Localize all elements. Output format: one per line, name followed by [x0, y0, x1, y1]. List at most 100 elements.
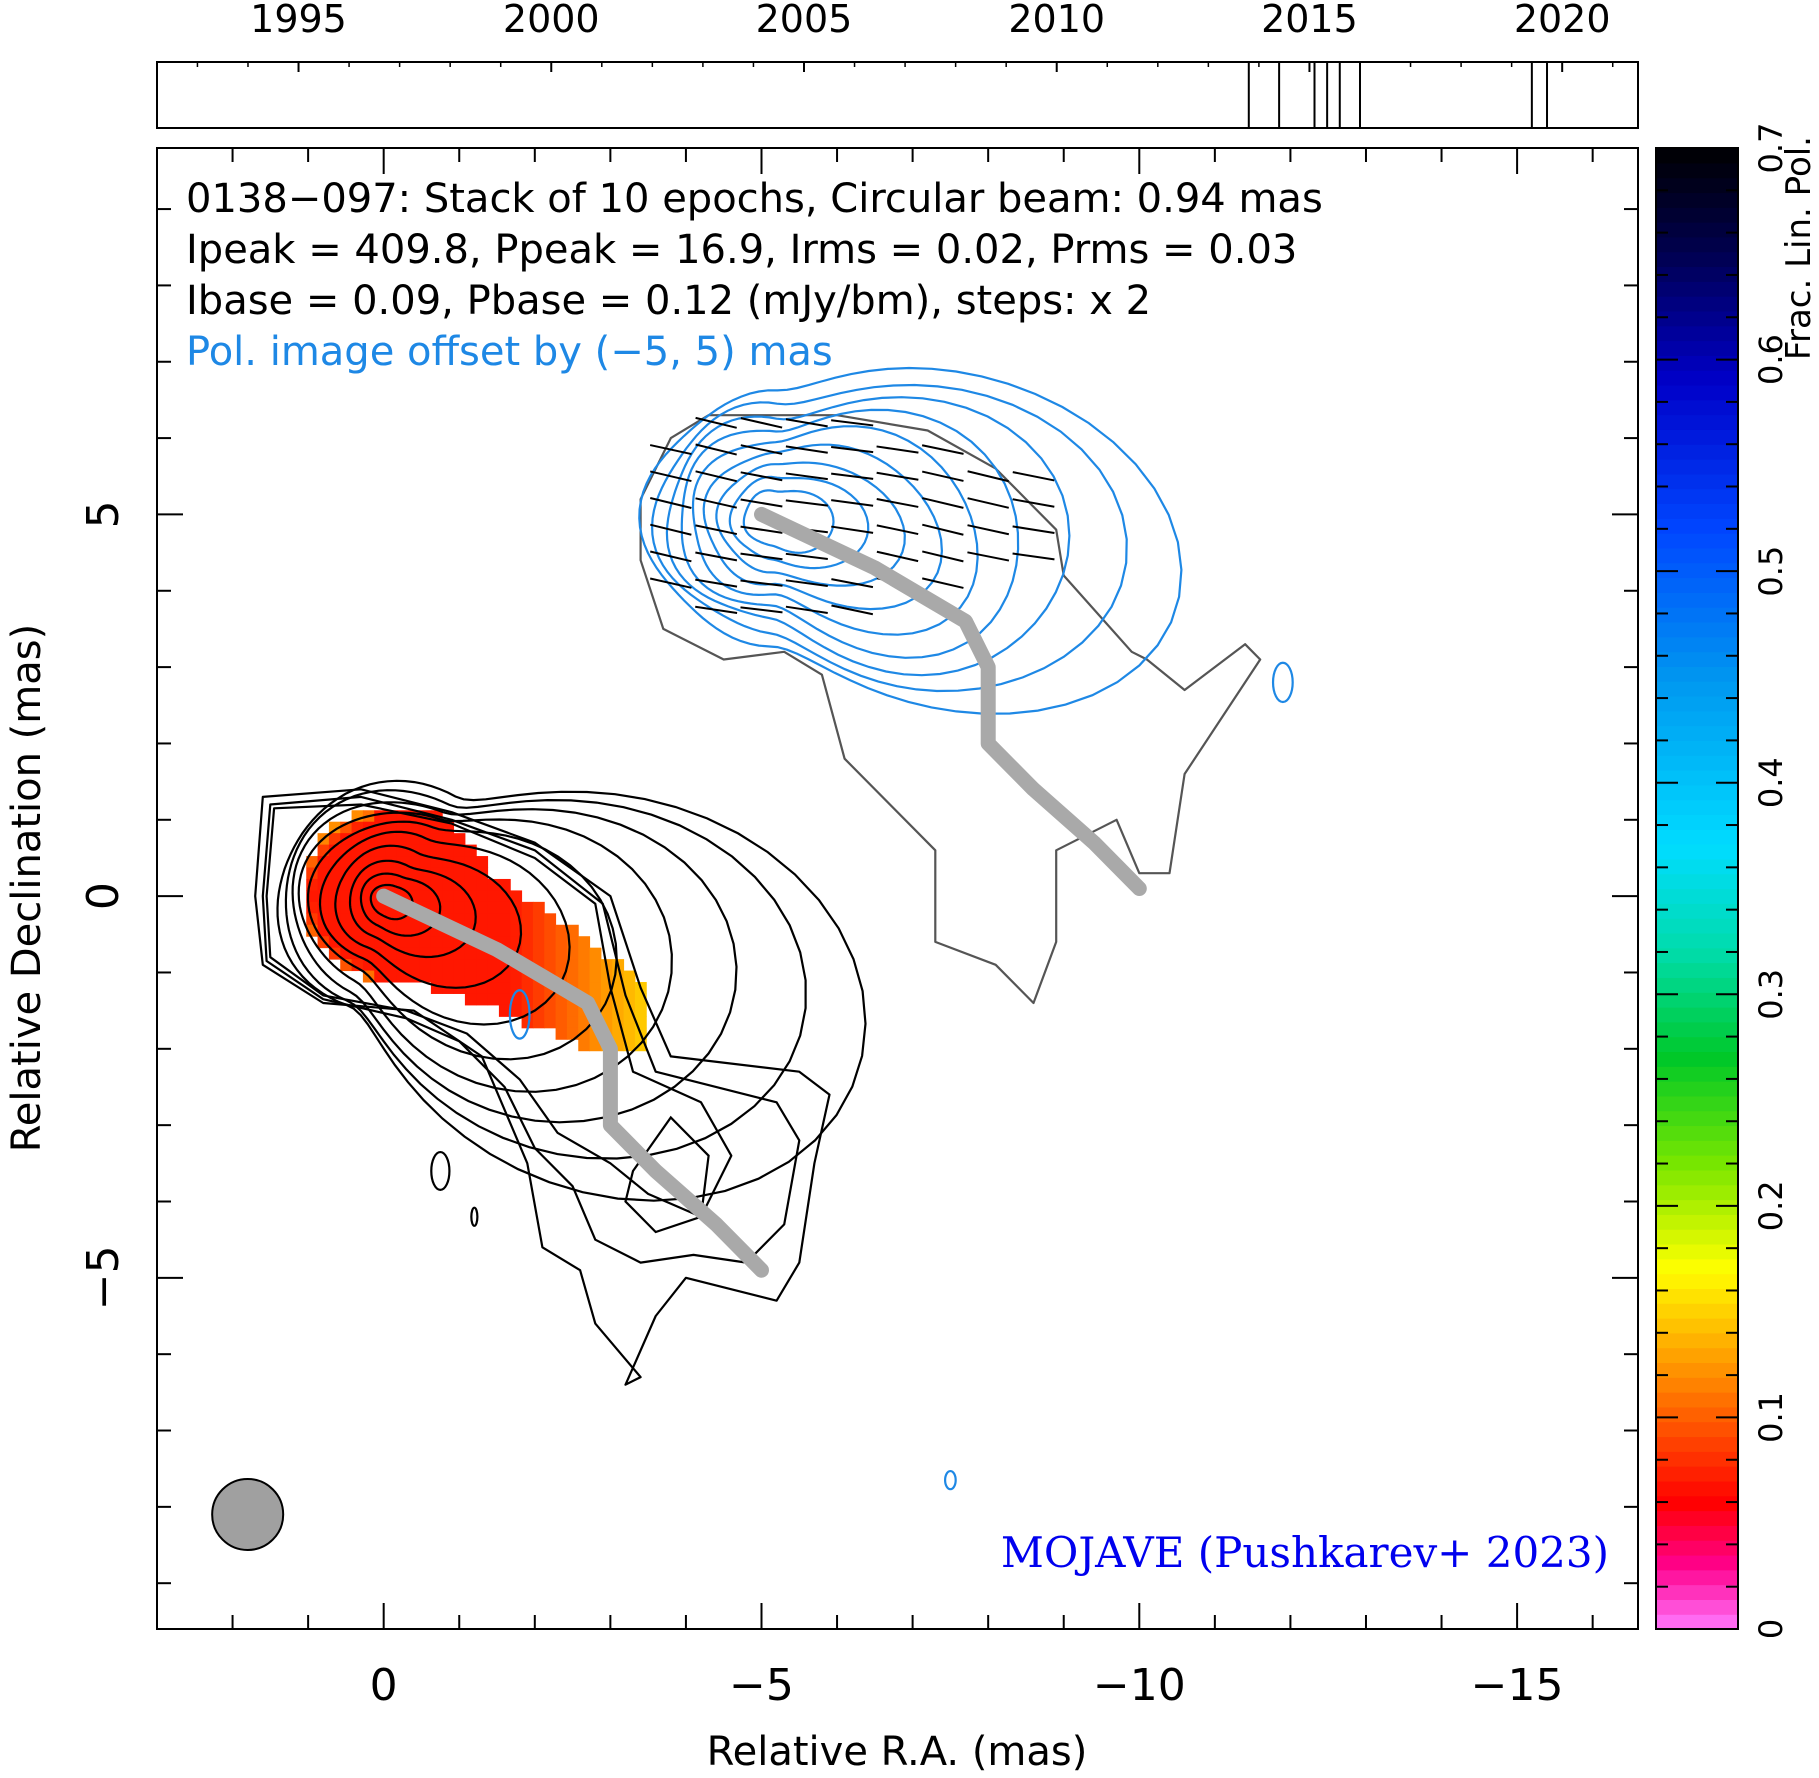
fpol-pixel: [408, 947, 421, 960]
colorbar-swatch: [1656, 918, 1738, 934]
colorbar-swatch: [1656, 370, 1738, 386]
fpol-pixel: [442, 970, 455, 983]
evpa-stick: [922, 550, 964, 563]
colorbar-swatch: [1656, 681, 1738, 697]
fpol-pixel: [544, 959, 557, 972]
fpol-pixel: [532, 1004, 545, 1017]
colorbar-swatch: [1656, 1081, 1738, 1097]
fpol-pixel: [612, 1027, 625, 1040]
fpol-pixel: [362, 901, 375, 914]
colorbar-swatch: [1656, 888, 1738, 904]
fpol-pixel: [340, 947, 353, 960]
polarization-contour: [665, 396, 1071, 677]
x-tick-label: −15: [1471, 1660, 1564, 1711]
fpol-pixel: [442, 833, 455, 846]
fpol-pixel: [328, 844, 341, 857]
fpol-pixel: [464, 993, 477, 1006]
stokes-i-contour: [348, 859, 477, 959]
fpol-pixel: [612, 970, 625, 983]
colorbar-swatch: [1656, 1614, 1738, 1630]
fpol-pixel: [487, 970, 500, 983]
fpol-pixel: [578, 1016, 591, 1029]
fpol-pixel: [374, 959, 387, 972]
fpol-pixel: [623, 1016, 636, 1029]
fpol-pixel: [555, 1004, 568, 1017]
fpol-pixel: [476, 856, 489, 869]
fpol-pixel: [555, 959, 568, 972]
fpol-pixel: [566, 970, 579, 983]
colorbar-swatch: [1656, 1392, 1738, 1408]
fpol-pixel: [498, 959, 511, 972]
fpol-pixel: [396, 913, 409, 926]
evpa-stick: [695, 497, 738, 509]
evpa-stick: [785, 472, 828, 481]
colorbar-swatch: [1656, 518, 1738, 534]
fpol-pixel: [351, 959, 364, 972]
fpol-pixel: [374, 810, 387, 823]
fpol-pixel: [340, 924, 353, 937]
fpol-pixel: [464, 890, 477, 903]
colorbar-swatch: [1656, 829, 1738, 845]
evpa-stick: [785, 605, 828, 615]
colorbar-swatch: [1656, 1036, 1738, 1053]
fpol-pixel: [396, 810, 409, 823]
fpol-pixel: [578, 959, 591, 972]
polarization-contour: [715, 461, 906, 587]
colorbar-swatch: [1656, 1110, 1738, 1127]
polarization-contour: [742, 489, 835, 554]
colorbar-swatch: [1656, 236, 1738, 253]
polarization-contour: [702, 443, 944, 611]
colorbar-swatch: [1656, 1169, 1738, 1186]
colorbar-label: Frac. Lin. Pol.: [1779, 136, 1819, 360]
evpa-stick: [785, 418, 828, 428]
fpol-pixel: [612, 993, 625, 1006]
header-line-4: Pol. image offset by (−5, 5) mas: [186, 329, 833, 375]
fpol-pixel: [498, 970, 511, 983]
fpol-pixel: [566, 1004, 579, 1017]
fpol-pixel: [487, 982, 500, 994]
fpol-pixel: [498, 913, 511, 926]
colorbar-swatch: [1656, 962, 1738, 978]
evpa-stick: [785, 445, 828, 454]
fpol-pixel: [430, 833, 443, 846]
fpol-pixel: [419, 947, 432, 960]
fpol-pixel: [442, 878, 455, 891]
fpol-pixel: [532, 993, 545, 1006]
fpol-pixel: [634, 1004, 647, 1017]
fpol-pixel: [555, 993, 568, 1006]
fpol-pixel: [351, 844, 364, 857]
fpol-pixel: [464, 970, 477, 983]
colorbar-swatch: [1656, 503, 1738, 519]
plot-frame: [156, 147, 1639, 1630]
evpa-stick: [649, 444, 692, 456]
fpol-pixel: [351, 878, 364, 891]
fpol-pixel: [510, 970, 523, 983]
colorbar-frame: [1655, 147, 1739, 1630]
evpa-stick: [695, 443, 737, 456]
fpol-pixel: [351, 856, 364, 869]
fpol-pixel: [510, 924, 523, 937]
y-tick-label: 5: [78, 500, 129, 528]
fpol-pixel: [476, 959, 489, 972]
stokes-i-contour: [291, 801, 738, 1124]
colorbar-swatch: [1656, 1480, 1738, 1497]
fpol-pixel: [340, 821, 353, 834]
fpol-pixel: [476, 947, 489, 960]
y-tick-label: 0: [78, 882, 129, 910]
evpa-stick: [831, 578, 874, 589]
colorbar-swatch: [1656, 770, 1738, 786]
fpol-pixel: [555, 1016, 568, 1029]
fpol-pixel: [510, 936, 523, 949]
evpa-stick: [831, 525, 874, 534]
polarization-contour: [650, 383, 1128, 693]
evpa-stick: [876, 550, 919, 563]
fpol-pixel: [498, 936, 511, 949]
fpol-pixel: [340, 913, 353, 926]
fpol-pixel: [362, 947, 375, 960]
colorbar-swatch: [1656, 1510, 1738, 1526]
x-tick-label: −10: [1093, 1660, 1186, 1711]
fpol-pixel: [487, 993, 500, 1006]
fpol-pixel: [555, 936, 568, 949]
fpol-pixel: [589, 947, 602, 960]
